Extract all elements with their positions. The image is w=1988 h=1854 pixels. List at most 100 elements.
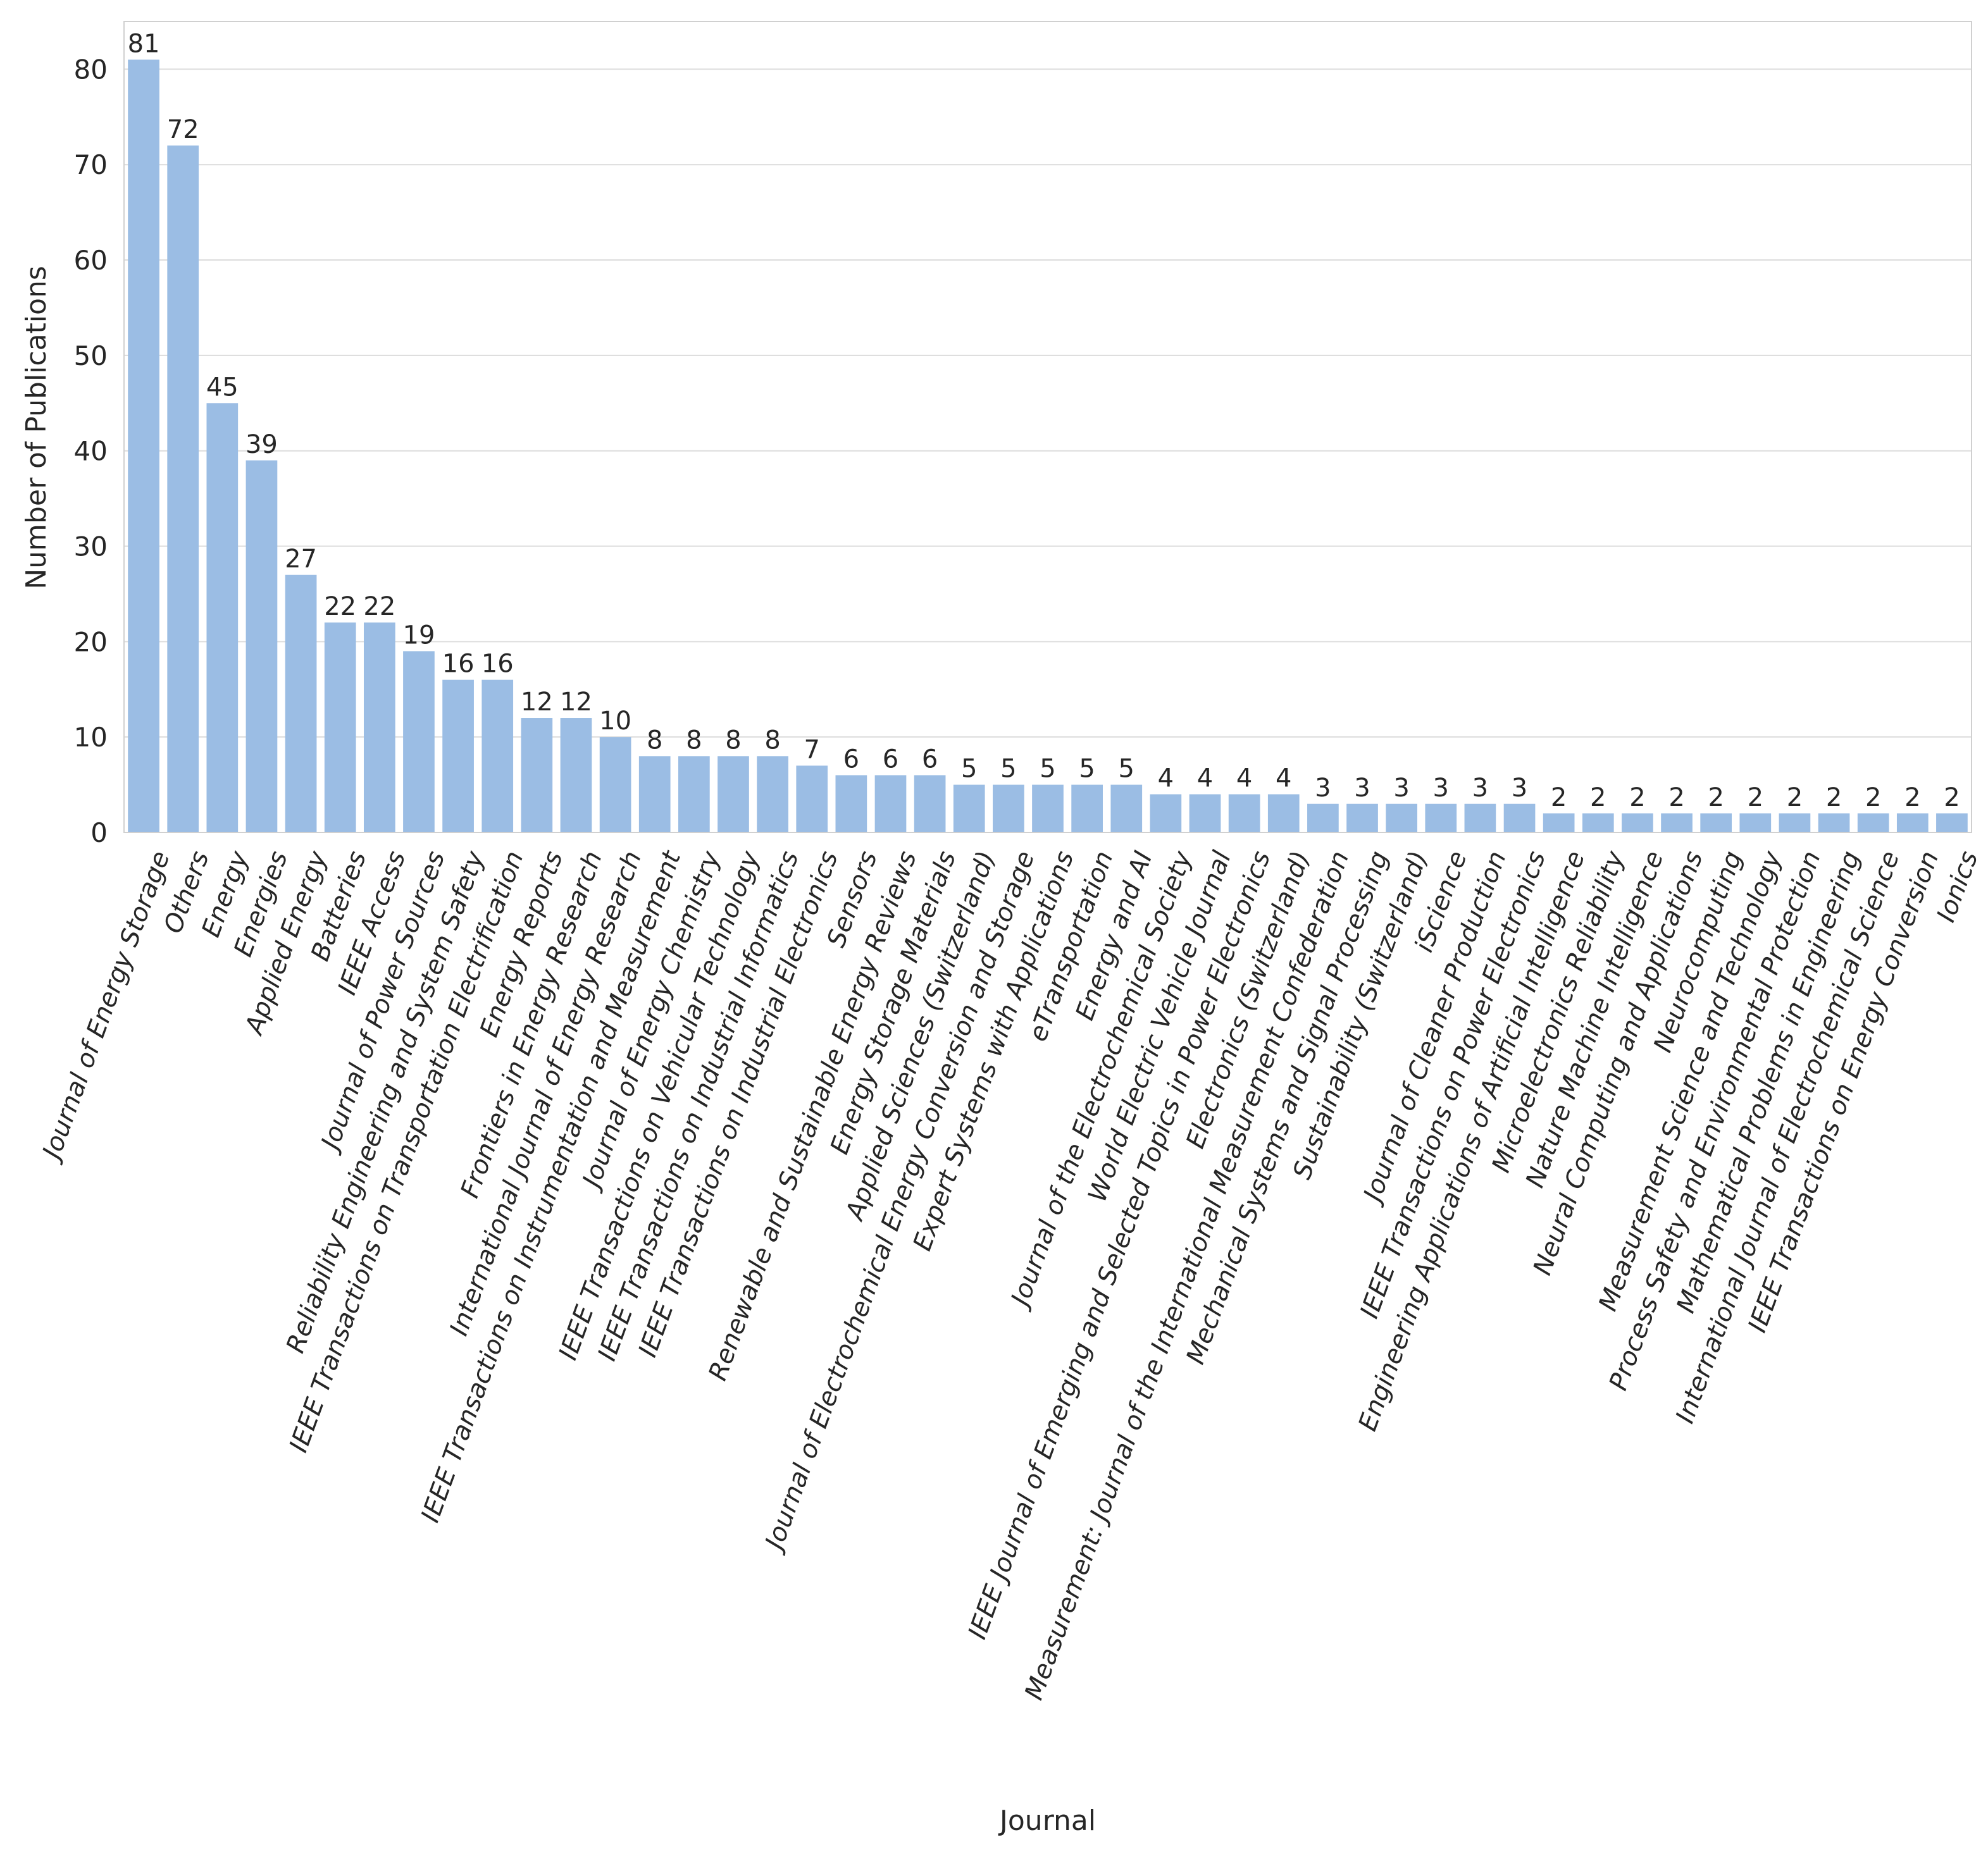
bar <box>1936 813 1968 832</box>
bar <box>914 775 946 832</box>
bar <box>128 59 159 832</box>
data-label: 12 <box>521 688 553 717</box>
data-label: 3 <box>1433 774 1449 803</box>
bar <box>560 718 592 832</box>
data-label: 16 <box>442 650 475 679</box>
data-label: 5 <box>1000 755 1016 784</box>
bar <box>481 679 514 832</box>
bar <box>1896 813 1929 832</box>
bar <box>953 784 985 832</box>
bar <box>285 574 317 832</box>
bar <box>638 756 671 832</box>
data-label: 4 <box>1158 764 1174 793</box>
y-axis-title: Number of Publications <box>20 266 53 590</box>
data-label: 8 <box>647 726 662 755</box>
bar <box>521 718 553 832</box>
data-label: 19 <box>403 621 435 650</box>
bars <box>128 59 1968 833</box>
data-label: 5 <box>1079 755 1095 784</box>
bar <box>1464 803 1496 832</box>
bar <box>1307 803 1339 832</box>
data-label: 3 <box>1512 774 1527 803</box>
bar <box>324 622 356 832</box>
data-label: 39 <box>245 430 278 459</box>
bar <box>363 622 395 832</box>
data-label: 6 <box>883 745 898 774</box>
data-label: 2 <box>1629 783 1645 812</box>
data-label: 8 <box>725 726 741 755</box>
y-tick-label: 60 <box>74 245 108 276</box>
bar <box>835 775 867 832</box>
bar <box>678 756 710 832</box>
bar <box>874 775 907 832</box>
data-label: 4 <box>1276 764 1291 793</box>
bar <box>1189 794 1221 832</box>
bar <box>1503 803 1536 832</box>
bar <box>757 756 788 832</box>
data-label: 3 <box>1354 774 1370 803</box>
data-label: 7 <box>804 735 820 764</box>
y-tick-label: 0 <box>90 817 108 848</box>
bar <box>1228 794 1260 832</box>
data-label: 72 <box>167 115 199 144</box>
bar <box>1582 813 1614 832</box>
bar <box>245 460 278 832</box>
data-label: 2 <box>1944 783 1960 812</box>
y-tick-label: 30 <box>74 531 108 562</box>
y-tick-label: 40 <box>74 436 108 467</box>
y-tick-label: 50 <box>74 340 108 371</box>
data-label: 2 <box>1865 783 1881 812</box>
data-label: 16 <box>481 650 514 679</box>
bar <box>1661 813 1693 832</box>
bar <box>403 651 435 832</box>
bar <box>1386 803 1417 832</box>
data-label: 45 <box>206 373 239 402</box>
bar <box>206 403 239 832</box>
y-tick-label: 70 <box>74 149 108 180</box>
bar <box>1857 813 1889 832</box>
data-label: 3 <box>1393 774 1409 803</box>
data-label: 2 <box>1826 783 1842 812</box>
data-label: 3 <box>1472 774 1488 803</box>
bar <box>1818 813 1850 832</box>
data-label: 2 <box>1551 783 1567 812</box>
data-label: 2 <box>1708 783 1724 812</box>
bar <box>1700 813 1732 832</box>
plot-border <box>123 21 1972 833</box>
data-label: 3 <box>1315 774 1331 803</box>
bar <box>1543 813 1575 832</box>
bar <box>1267 794 1300 832</box>
data-label: 81 <box>128 29 160 58</box>
data-label: 22 <box>363 592 395 621</box>
gridlines <box>124 68 1972 833</box>
data-label: 6 <box>922 745 938 774</box>
bar <box>796 765 828 832</box>
y-tick-label: 20 <box>74 626 108 657</box>
bar <box>1071 784 1103 832</box>
data-label: 10 <box>599 707 631 736</box>
data-label: 27 <box>285 545 317 574</box>
bar <box>718 756 749 832</box>
bar <box>993 784 1024 832</box>
bar <box>1779 813 1811 832</box>
data-label: 2 <box>1787 783 1803 812</box>
bar <box>167 145 199 833</box>
data-label: 5 <box>961 755 977 784</box>
x-tick-label: Journal of Energy Storage <box>35 848 175 1166</box>
y-tick-label: 10 <box>74 722 108 753</box>
bar <box>1346 803 1378 832</box>
bar <box>1622 813 1653 832</box>
data-label: 5 <box>1040 755 1055 784</box>
bar <box>599 737 631 832</box>
y-axis-ticks: 0 10 20 30 40 50 60 70 80 <box>74 54 108 848</box>
bar <box>1425 803 1457 832</box>
bar <box>1739 813 1772 832</box>
y-tick-label: 80 <box>74 54 108 85</box>
data-label: 2 <box>1668 783 1684 812</box>
plot-frame <box>123 21 1972 833</box>
x-axis-title: Journal <box>998 1805 1096 1837</box>
data-label: 4 <box>1236 764 1252 793</box>
